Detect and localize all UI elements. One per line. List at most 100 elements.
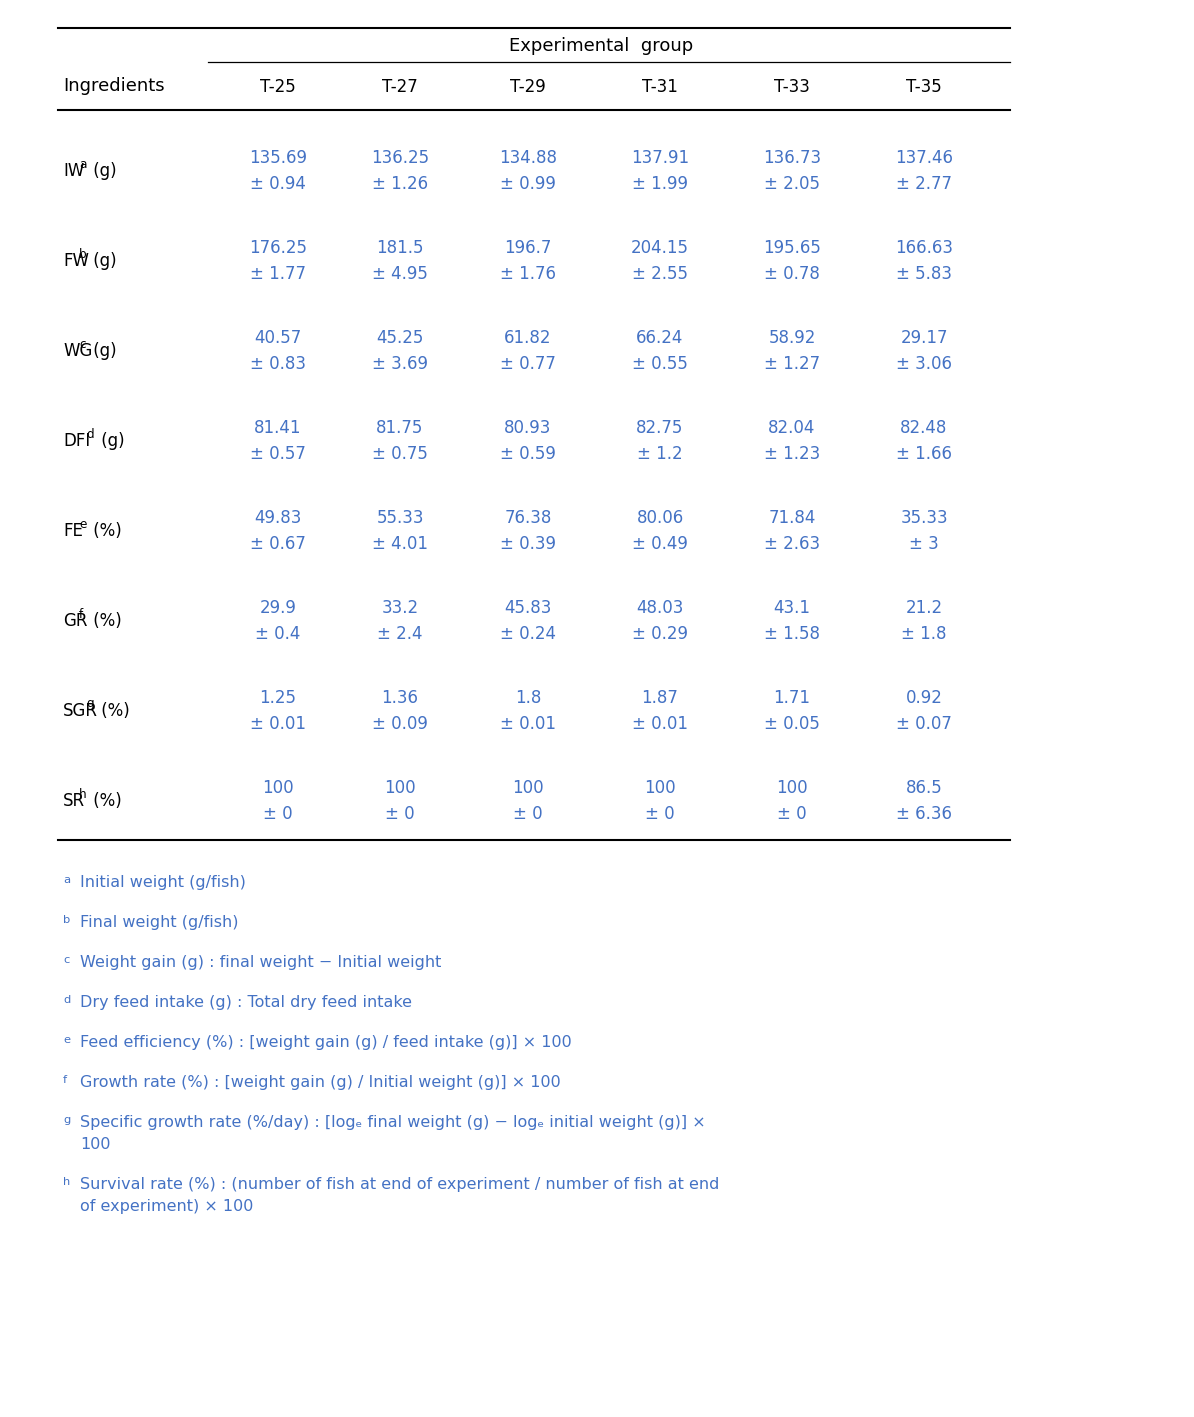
Text: 40.57: 40.57 — [254, 329, 302, 347]
Text: 49.83: 49.83 — [254, 509, 302, 527]
Text: Dry feed intake (g) : Total dry feed intake: Dry feed intake (g) : Total dry feed int… — [80, 995, 412, 1010]
Text: ± 0.55: ± 0.55 — [632, 356, 688, 373]
Text: ± 0.77: ± 0.77 — [500, 356, 556, 373]
Text: Initial weight (g/fish): Initial weight (g/fish) — [80, 876, 246, 890]
Text: 1.25: 1.25 — [259, 689, 296, 707]
Text: ± 0.67: ± 0.67 — [250, 536, 306, 553]
Text: ± 0: ± 0 — [777, 805, 807, 823]
Text: 81.41: 81.41 — [254, 419, 302, 436]
Text: Growth rate (%) : [weight gain (g) / Initial weight (g)] × 100: Growth rate (%) : [weight gain (g) / Ini… — [80, 1076, 561, 1090]
Text: ± 0.09: ± 0.09 — [373, 716, 427, 733]
Text: 100: 100 — [80, 1136, 111, 1152]
Text: 135.69: 135.69 — [250, 149, 307, 167]
Text: T-25: T-25 — [260, 78, 296, 96]
Text: 21.2: 21.2 — [905, 599, 942, 616]
Text: ± 0.01: ± 0.01 — [500, 716, 556, 733]
Text: Weight gain (g) : final weight − Initial weight: Weight gain (g) : final weight − Initial… — [80, 955, 442, 971]
Text: ± 0.01: ± 0.01 — [250, 716, 306, 733]
Text: ± 0.05: ± 0.05 — [764, 716, 820, 733]
Text: ± 3: ± 3 — [909, 536, 938, 553]
Text: 181.5: 181.5 — [376, 239, 424, 256]
Text: Feed efficiency (%) : [weight gain (g) / feed intake (g)] × 100: Feed efficiency (%) : [weight gain (g) /… — [80, 1034, 572, 1050]
Text: 45.25: 45.25 — [376, 329, 424, 347]
Text: 29.17: 29.17 — [900, 329, 948, 347]
Text: d: d — [63, 995, 70, 1005]
Text: T-31: T-31 — [642, 78, 678, 96]
Text: 33.2: 33.2 — [381, 599, 419, 616]
Text: 100: 100 — [776, 779, 808, 796]
Text: d: d — [86, 428, 94, 441]
Text: SR: SR — [63, 792, 85, 811]
Text: 45.83: 45.83 — [504, 599, 552, 616]
Text: b: b — [79, 248, 87, 261]
Text: ± 1.23: ± 1.23 — [764, 445, 820, 463]
Text: 136.73: 136.73 — [763, 149, 821, 167]
Text: ± 1.99: ± 1.99 — [632, 176, 688, 193]
Text: 82.04: 82.04 — [768, 419, 816, 436]
Text: 100: 100 — [384, 779, 416, 796]
Text: 61.82: 61.82 — [504, 329, 552, 347]
Text: ± 0.75: ± 0.75 — [373, 445, 427, 463]
Text: 195.65: 195.65 — [763, 239, 821, 256]
Text: ± 0: ± 0 — [513, 805, 543, 823]
Text: ± 1.76: ± 1.76 — [500, 265, 556, 283]
Text: DFI: DFI — [63, 432, 91, 451]
Text: ± 1.58: ± 1.58 — [764, 625, 820, 643]
Text: (g): (g) — [88, 252, 117, 271]
Text: ± 0.39: ± 0.39 — [500, 536, 556, 553]
Text: SGR: SGR — [63, 701, 98, 720]
Text: ± 3.06: ± 3.06 — [896, 356, 952, 373]
Text: 1.71: 1.71 — [774, 689, 811, 707]
Text: FE: FE — [63, 521, 82, 540]
Text: e: e — [63, 1034, 70, 1044]
Text: a: a — [79, 157, 86, 170]
Text: 58.92: 58.92 — [768, 329, 816, 347]
Text: 86.5: 86.5 — [905, 779, 942, 796]
Text: ± 2.63: ± 2.63 — [764, 536, 820, 553]
Text: ± 0: ± 0 — [263, 805, 293, 823]
Text: ± 1.26: ± 1.26 — [373, 176, 429, 193]
Text: 1.8: 1.8 — [515, 689, 541, 707]
Text: 166.63: 166.63 — [896, 239, 953, 256]
Text: c: c — [63, 955, 69, 965]
Text: Specific growth rate (%/day) : [logₑ final weight (g) − logₑ initial weight (g)]: Specific growth rate (%/day) : [logₑ fin… — [80, 1115, 706, 1129]
Text: 137.91: 137.91 — [630, 149, 689, 167]
Text: (g): (g) — [88, 341, 117, 360]
Text: (g): (g) — [96, 432, 124, 451]
Text: ± 0.4: ± 0.4 — [256, 625, 301, 643]
Text: 81.75: 81.75 — [376, 419, 424, 436]
Text: ± 0.49: ± 0.49 — [632, 536, 688, 553]
Text: e: e — [79, 517, 86, 530]
Text: 100: 100 — [645, 779, 676, 796]
Text: ± 0.07: ± 0.07 — [896, 716, 952, 733]
Text: ± 6.36: ± 6.36 — [896, 805, 952, 823]
Text: 176.25: 176.25 — [250, 239, 307, 256]
Text: ± 0.78: ± 0.78 — [764, 265, 820, 283]
Text: IW: IW — [63, 162, 85, 180]
Text: 82.48: 82.48 — [900, 419, 948, 436]
Text: Experimental  group: Experimental group — [509, 37, 694, 55]
Text: 43.1: 43.1 — [774, 599, 811, 616]
Text: g: g — [63, 1115, 70, 1125]
Text: 100: 100 — [512, 779, 543, 796]
Text: 1.36: 1.36 — [382, 689, 419, 707]
Text: T-33: T-33 — [774, 78, 810, 96]
Text: GR: GR — [63, 612, 87, 631]
Text: Ingredients: Ingredients — [63, 77, 165, 95]
Text: ± 0: ± 0 — [386, 805, 414, 823]
Text: c: c — [79, 337, 86, 350]
Text: 71.84: 71.84 — [768, 509, 816, 527]
Text: Survival rate (%) : (number of fish at end of experiment / number of fish at end: Survival rate (%) : (number of fish at e… — [80, 1178, 719, 1192]
Text: ± 1.66: ± 1.66 — [896, 445, 952, 463]
Text: f: f — [63, 1076, 67, 1085]
Text: a: a — [63, 876, 70, 886]
Text: (%): (%) — [88, 612, 122, 631]
Text: ± 3.69: ± 3.69 — [373, 356, 427, 373]
Text: (%): (%) — [88, 792, 122, 811]
Text: ± 4.95: ± 4.95 — [373, 265, 427, 283]
Text: 82.75: 82.75 — [636, 419, 684, 436]
Text: ± 0.99: ± 0.99 — [500, 176, 556, 193]
Text: 76.38: 76.38 — [504, 509, 552, 527]
Text: (%): (%) — [88, 521, 122, 540]
Text: 29.9: 29.9 — [259, 599, 296, 616]
